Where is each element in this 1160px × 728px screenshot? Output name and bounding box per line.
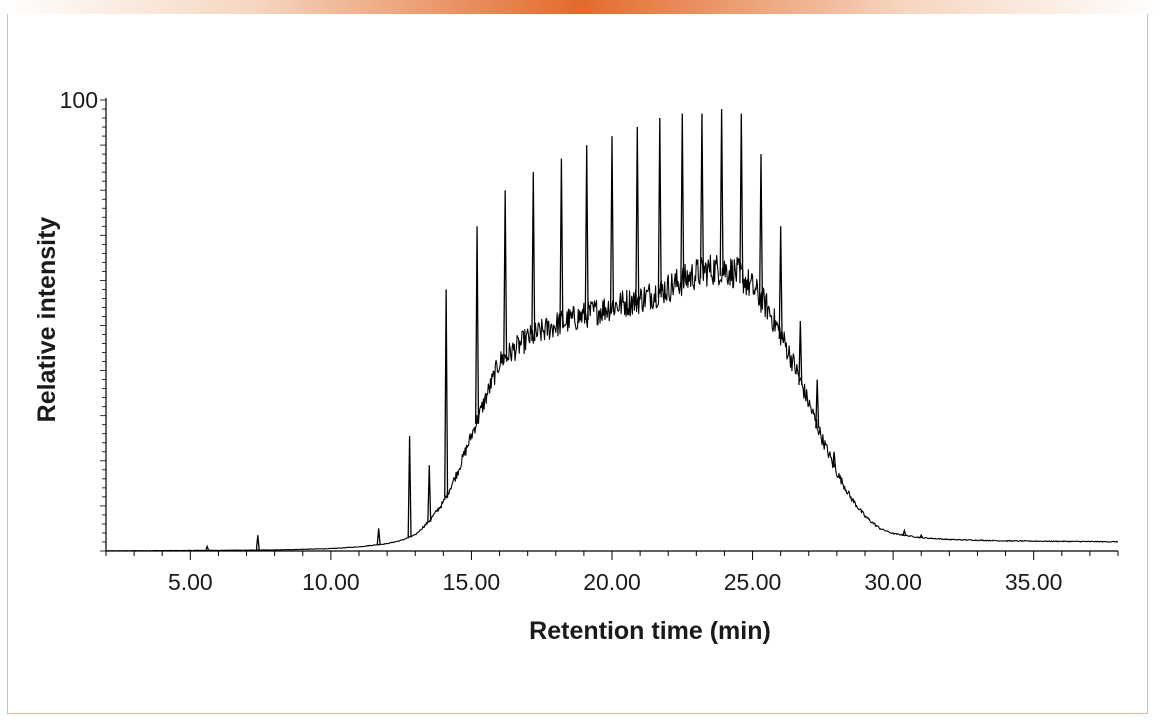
peak [635,127,640,306]
peak [531,172,536,341]
peak [719,109,724,276]
peak [407,435,412,538]
figure-frame [7,14,1148,714]
header-accent-bar [0,0,1160,14]
peak [444,289,449,498]
x-tick-label: 15.00 [443,569,501,595]
x-tick-label: 5.00 [168,569,213,595]
peak [778,226,783,340]
x-tick-label: 10.00 [302,569,360,595]
peak [657,118,662,298]
peak [798,320,803,386]
peak [815,379,820,429]
peak [609,136,615,312]
peak [758,154,764,305]
series-layer [105,109,1119,552]
y-axis-title: Relative intensity [33,217,61,423]
peak [680,113,685,288]
chromatogram-trace [105,254,1119,552]
peak [919,533,924,539]
peak [584,145,589,321]
peak [832,451,837,469]
peak [503,190,508,362]
peak [255,535,260,551]
peak [475,226,480,424]
peak [739,113,744,284]
peak [205,544,210,551]
x-tick-label: 25.00 [724,569,782,595]
peak [427,465,432,522]
x-tick-label: 30.00 [864,569,922,595]
y-tick-label-100: 100 [60,87,98,113]
x-axis-title: Retention time (min) [529,617,771,645]
x-tick-label: 35.00 [1005,569,1063,595]
y-ticks [100,99,106,552]
x-tick-label: 20.00 [583,569,641,595]
peak [699,113,705,279]
peak [559,158,564,329]
x-ticks: 5.00 10.00 15.00 20.00 25.00 30.00 35.00 [105,551,1119,595]
peak [902,528,907,536]
peak [376,528,381,545]
